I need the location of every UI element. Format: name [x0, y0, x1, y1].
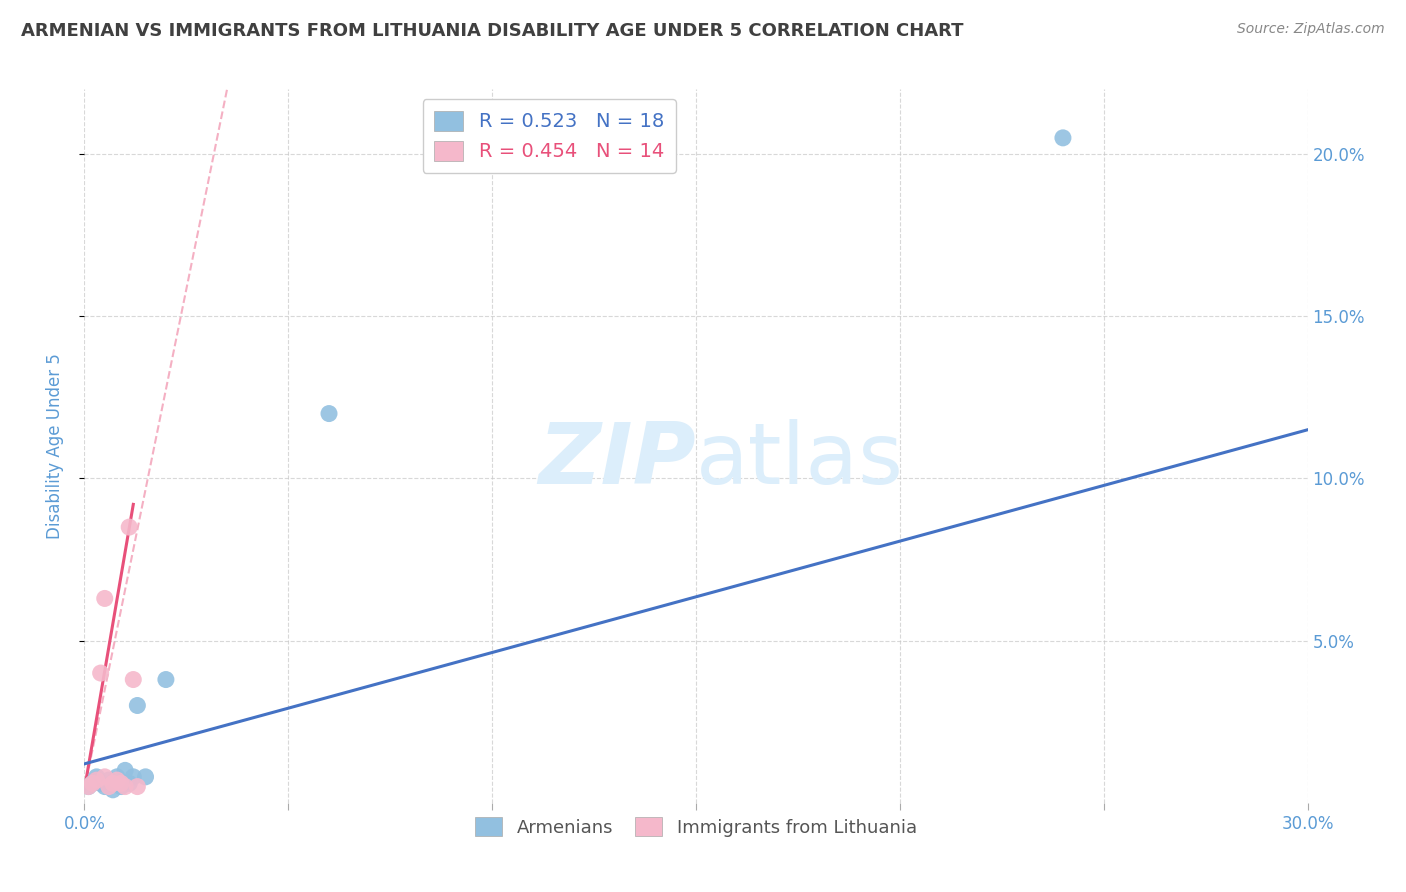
- Point: [118, 776, 141, 790]
- Y-axis label: Disability Age Under 5: Disability Age Under 5: [45, 353, 63, 539]
- Point: [122, 673, 145, 687]
- Text: Source: ZipAtlas.com: Source: ZipAtlas.com: [1237, 22, 1385, 37]
- Point: [110, 776, 132, 790]
- Point: [114, 764, 136, 778]
- Point: [118, 520, 141, 534]
- Point: [155, 673, 177, 687]
- Legend: Armenians, Immigrants from Lithuania: Armenians, Immigrants from Lithuania: [468, 810, 924, 844]
- Point: [127, 698, 149, 713]
- Point: [101, 776, 124, 790]
- Point: [101, 782, 124, 797]
- Text: atlas: atlas: [696, 418, 904, 502]
- Point: [318, 407, 340, 421]
- Point: [110, 780, 132, 794]
- Point: [77, 780, 100, 794]
- Point: [77, 780, 100, 794]
- Text: ZIP: ZIP: [538, 418, 696, 502]
- Point: [82, 776, 104, 790]
- Point: [105, 770, 128, 784]
- Point: [122, 770, 145, 784]
- Point: [82, 776, 104, 790]
- Point: [97, 780, 120, 794]
- Point: [93, 591, 115, 606]
- Point: [127, 780, 149, 794]
- Point: [86, 773, 108, 788]
- Point: [97, 773, 120, 788]
- Point: [93, 770, 115, 784]
- Point: [86, 773, 108, 788]
- Point: [93, 780, 115, 794]
- Point: [90, 666, 112, 681]
- Text: ARMENIAN VS IMMIGRANTS FROM LITHUANIA DISABILITY AGE UNDER 5 CORRELATION CHART: ARMENIAN VS IMMIGRANTS FROM LITHUANIA DI…: [21, 22, 963, 40]
- Point: [105, 773, 128, 788]
- Point: [135, 770, 157, 784]
- Point: [90, 776, 112, 790]
- Point: [1052, 131, 1074, 145]
- Point: [114, 780, 136, 794]
- Point: [86, 770, 108, 784]
